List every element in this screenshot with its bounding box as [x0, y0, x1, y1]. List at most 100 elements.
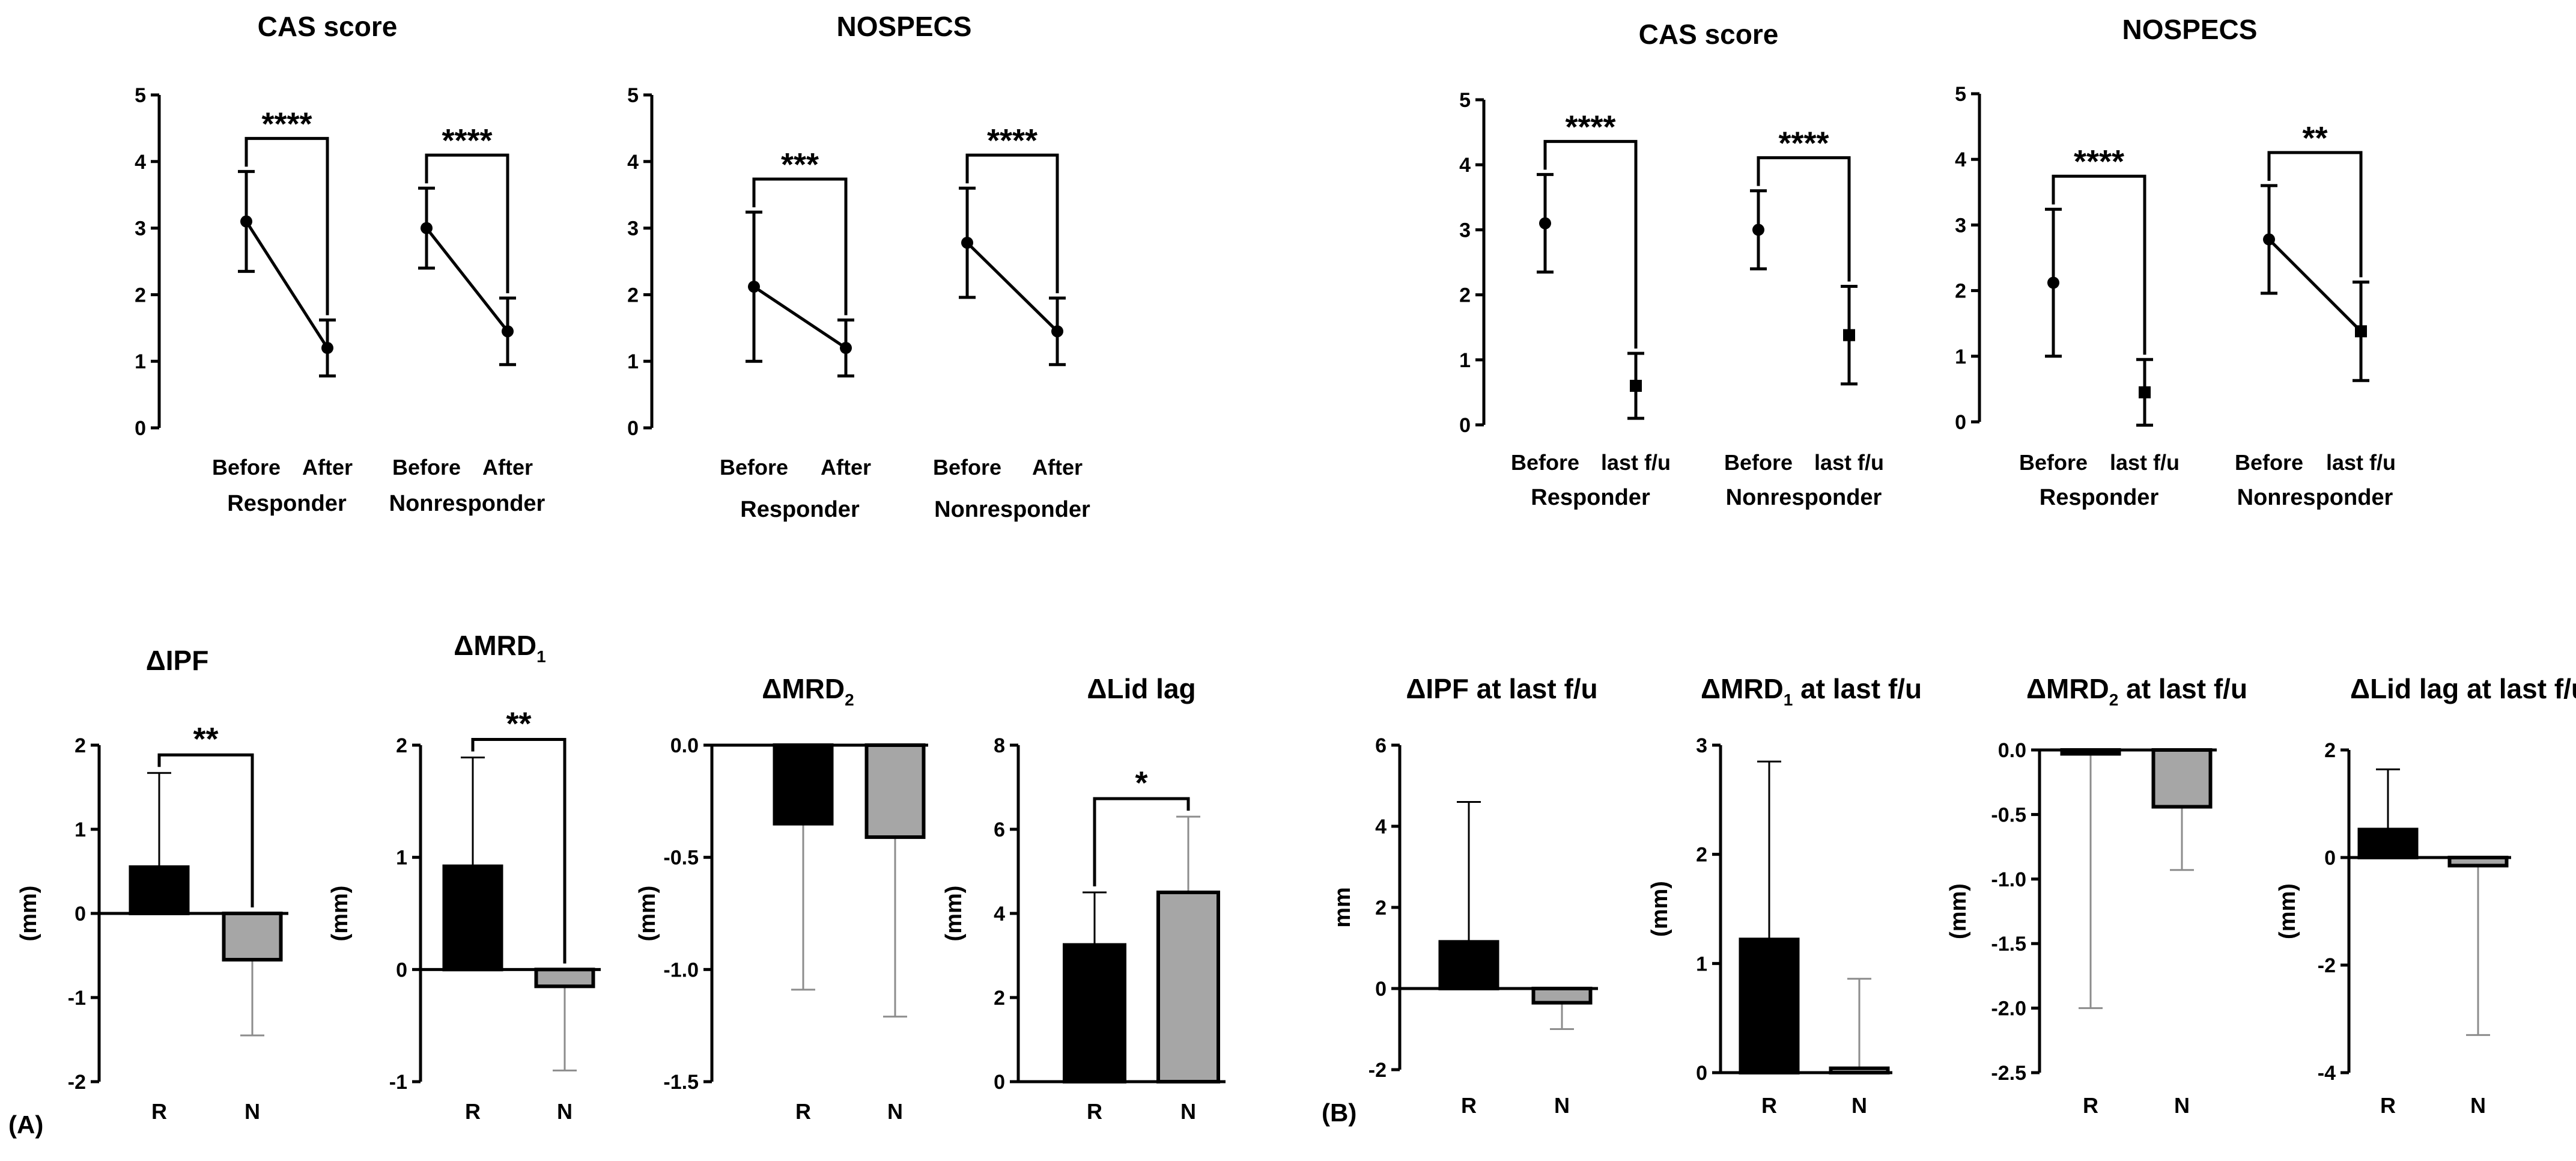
group-label: Nonresponder: [2237, 485, 2393, 510]
y-tick-label: 1: [1459, 349, 1471, 372]
x-category-label: After: [482, 455, 533, 480]
y-tick-label: 3: [1696, 734, 1707, 757]
y-tick-label: 5: [1955, 83, 1966, 106]
bar-nonresponder: [2447, 856, 2509, 868]
y-tick-label: 8: [994, 734, 1005, 757]
bar-responder: [129, 865, 190, 915]
x-category-label: N: [887, 1099, 903, 1124]
chart-title: ΔLid lag: [1087, 673, 1195, 704]
group-label: Responder: [1531, 485, 1650, 510]
significance-bracket: [245, 136, 329, 315]
significance-stars: ****: [1778, 125, 1829, 161]
y-tick-label: 0.0: [670, 734, 699, 757]
y-axis-label: (mm): [941, 886, 967, 942]
y-tick-label: -1.0: [1991, 868, 2026, 891]
significance-bracket: [1543, 139, 1638, 349]
y-tick-label: 1: [396, 847, 407, 870]
y-tick-label: 4: [1375, 815, 1387, 838]
x-category-label: N: [1180, 1099, 1196, 1124]
x-category-label: last f/u: [2110, 450, 2180, 475]
bar-chart-a4: ΔMRD1 (mm) -1 0 1 2 R N **: [327, 630, 601, 1124]
y-tick-label: 3: [1955, 214, 1966, 237]
group-label: Responder: [740, 497, 860, 522]
data-point: [240, 215, 252, 228]
significance-stars: ****: [261, 106, 312, 142]
bar-nonresponder: [1156, 891, 1220, 1083]
bar-nonresponder: [222, 912, 283, 961]
y-tick-label: -2: [68, 1071, 86, 1094]
y-tick-label: 2: [1955, 280, 1966, 303]
x-category-label: last f/u: [2326, 450, 2396, 475]
bar-responder: [1739, 937, 1800, 1075]
y-tick-label: -2.0: [1991, 998, 2026, 1020]
y-tick-label: 0.0: [1998, 739, 2026, 762]
line-chart-a1: CAS score 0 1 2 3 4 5 Before After Responder **** B…: [135, 11, 545, 516]
y-tick-label: 1: [135, 350, 146, 373]
y-tick-label: 2: [1696, 844, 1707, 867]
y-tick-label: 0: [1955, 411, 1966, 434]
significance-stars: *: [1135, 765, 1147, 801]
x-category-label: R: [1087, 1099, 1102, 1124]
chart-title: CAS score: [258, 11, 398, 42]
bar-chart-b5: ΔMRD2 at last f/u (mm) -2.5 -2.0 -1.5 -1.0 -0.…: [1946, 673, 2247, 1118]
x-category-label: Before: [720, 455, 788, 480]
data-point: [748, 281, 760, 293]
y-tick-label: 2: [396, 734, 407, 757]
x-category-label: R: [2380, 1093, 2396, 1118]
series-line: [425, 227, 509, 332]
y-tick-label: -1.5: [1991, 933, 2026, 955]
y-axis-label: (mm): [635, 886, 660, 942]
x-category-label: N: [1852, 1093, 1867, 1118]
bar-responder: [442, 864, 503, 972]
x-category-label: R: [795, 1099, 811, 1124]
y-tick-label: 2: [2324, 739, 2336, 762]
y-tick-label: -2.5: [1991, 1062, 2026, 1085]
bar-chart-b6: ΔLid lag at last f/u (mm) -4 -2 0 2 R N: [2275, 673, 2576, 1118]
y-axis-label: (mm): [1946, 883, 1971, 939]
chart-title: ΔMRD2 at last f/u: [2026, 673, 2247, 709]
y-tick-label: -1: [68, 987, 86, 1010]
significance-stars: ***: [781, 147, 819, 183]
y-tick-label: 3: [627, 218, 639, 240]
bar-nonresponder: [1829, 1066, 1890, 1074]
y-tick-label: 2: [1459, 284, 1471, 307]
chart-title: ΔIPF at last f/u: [1406, 673, 1597, 704]
significance-stars: ****: [442, 123, 492, 159]
chart-title: CAS score: [1639, 19, 1779, 50]
y-tick-label: 0: [396, 958, 407, 981]
y-tick-label: 4: [627, 151, 639, 174]
y-tick-label: -1.5: [663, 1071, 699, 1094]
y-tick-label: 3: [135, 218, 146, 240]
panel-label-a: (A): [8, 1111, 43, 1139]
y-tick-label: 4: [994, 903, 1005, 925]
y-axis-label: mm: [1330, 887, 1355, 928]
significance-stars: **: [2302, 120, 2327, 156]
y-axis-label: (mm): [1647, 881, 1672, 937]
x-category-label: N: [245, 1099, 260, 1124]
bar-nonresponder: [1531, 987, 1593, 1005]
bar-chart-b4: ΔMRD1 at last f/u (mm) 0 1 2 3 R N: [1647, 673, 1922, 1118]
data-point: [1051, 325, 1063, 338]
x-category-label: N: [2470, 1093, 2486, 1118]
bar-chart-a6: ΔLid lag (mm) 0 2 4 6 8 R N *: [941, 673, 1226, 1124]
group-label: Responder: [2040, 485, 2159, 510]
bar-chart-b3: ΔIPF at last f/u mm -2 0 2 4 6 R N: [1330, 673, 1598, 1118]
x-category-label: Before: [1724, 450, 1793, 475]
significance-stars: **: [193, 721, 218, 757]
y-tick-label: 1: [1696, 952, 1707, 975]
y-tick-label: 4: [1459, 154, 1471, 177]
series-line: [2268, 238, 2362, 333]
bar-responder: [2060, 748, 2121, 756]
significance-bracket: [752, 177, 848, 315]
x-category-label: N: [2174, 1093, 2190, 1118]
y-tick-label: 2: [627, 284, 639, 306]
y-tick-label: -1: [389, 1071, 407, 1094]
y-axis-label: (mm): [2275, 883, 2300, 939]
y-tick-label: 4: [135, 151, 146, 174]
y-tick-label: 5: [1459, 89, 1471, 112]
y-tick-label: 0: [74, 903, 86, 925]
y-tick-label: 3: [1459, 219, 1471, 242]
